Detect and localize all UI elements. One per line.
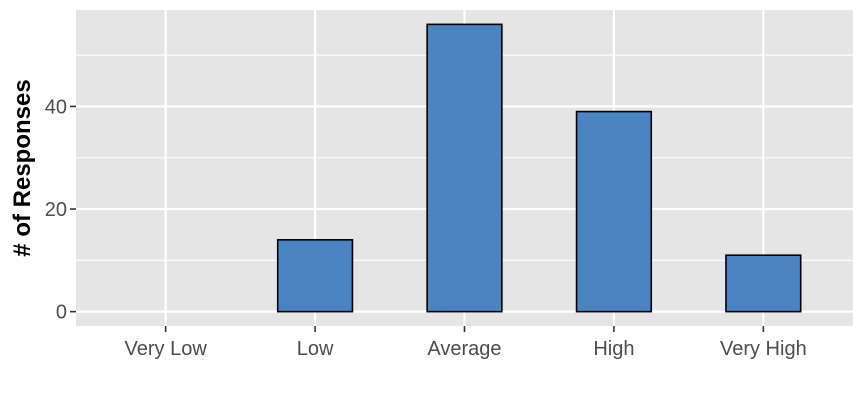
x-axis: Very Low Low Average High Very High <box>125 326 807 360</box>
x-tick-label: Low <box>297 338 334 360</box>
bar-low <box>276 239 354 313</box>
x-tick-label: Very Low <box>125 338 208 360</box>
y-axis: 0 20 40 <box>45 96 76 324</box>
y-tick-label: 40 <box>45 96 67 118</box>
y-tick-label: 0 <box>56 302 67 324</box>
bar-average <box>426 23 503 313</box>
bar-very-high <box>725 254 802 313</box>
x-tick-label: Very High <box>720 338 807 360</box>
x-tick-label: Average <box>427 338 501 360</box>
y-axis-title: # of Responses <box>9 79 36 256</box>
y-tick-label: 20 <box>45 199 67 221</box>
x-tick-label: High <box>593 338 634 360</box>
bar-high <box>575 110 653 313</box>
bars <box>276 23 802 313</box>
